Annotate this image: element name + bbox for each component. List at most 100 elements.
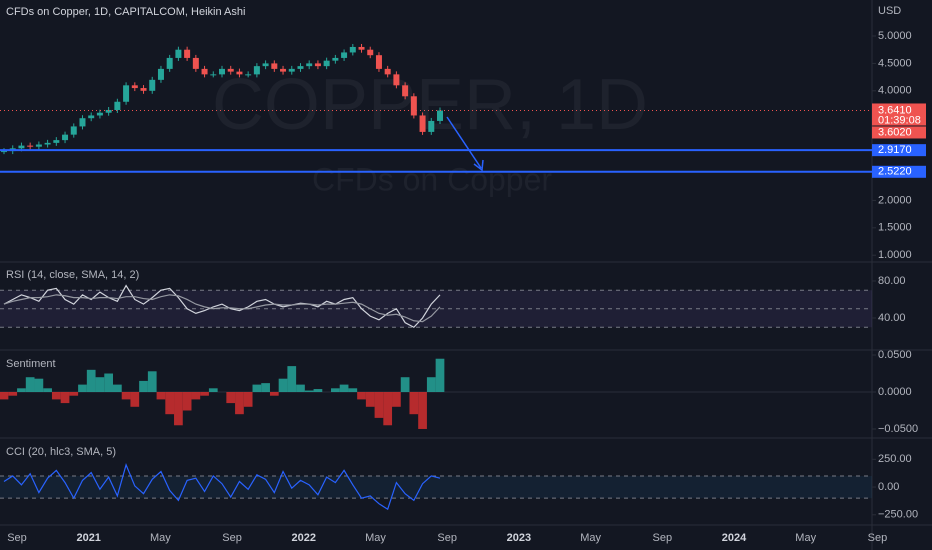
candle bbox=[114, 101, 121, 110]
area-column bbox=[426, 377, 436, 393]
candle bbox=[88, 115, 95, 119]
candle bbox=[419, 115, 426, 132]
drawn-arrow bbox=[446, 116, 482, 169]
area-column bbox=[130, 392, 140, 407]
line bbox=[3, 294, 441, 323]
area-column bbox=[78, 384, 87, 393]
candle bbox=[192, 57, 199, 69]
area-column bbox=[418, 392, 427, 429]
area-column bbox=[235, 392, 244, 415]
area-column bbox=[357, 392, 366, 400]
area-column bbox=[86, 369, 96, 393]
candle bbox=[18, 145, 25, 149]
pane-title: RSI (14, close, SMA, 14, 2) bbox=[6, 269, 139, 281]
y-tick-label: 5.0000 bbox=[878, 30, 912, 42]
candle bbox=[262, 63, 269, 67]
line bbox=[3, 463, 441, 511]
currency: USD bbox=[878, 5, 901, 17]
area-column bbox=[252, 384, 262, 393]
candle bbox=[314, 63, 321, 67]
area-column bbox=[43, 388, 52, 393]
time-label: Sep bbox=[222, 532, 242, 544]
area-column bbox=[374, 392, 384, 418]
y-tick-label: −250.00 bbox=[878, 509, 918, 521]
area-column bbox=[34, 378, 44, 393]
candle bbox=[341, 52, 348, 58]
area-column bbox=[365, 392, 375, 407]
last-price-label: 3.6410 bbox=[878, 104, 912, 116]
candle bbox=[375, 55, 382, 69]
y-tick-label: −0.0500 bbox=[878, 423, 918, 435]
y-tick-label: 1.5000 bbox=[878, 222, 912, 234]
candle bbox=[271, 63, 278, 69]
chart-title: CFDs on Copper, 1D, CAPITALCOM, Heikin A… bbox=[6, 6, 245, 18]
candle bbox=[288, 68, 295, 72]
y-tick-label: 250.00 bbox=[878, 453, 912, 465]
prev-close-box bbox=[872, 126, 926, 139]
candle bbox=[219, 68, 225, 75]
area-column bbox=[174, 392, 183, 426]
y-tick-label: 0.0000 bbox=[878, 386, 912, 398]
candle bbox=[297, 66, 304, 69]
prev-close-label: 3.6020 bbox=[878, 126, 912, 138]
candle bbox=[253, 66, 260, 75]
candle bbox=[227, 68, 234, 72]
time-label: May bbox=[365, 532, 386, 544]
watermark-sub: CFDs on Copper bbox=[312, 161, 552, 197]
area-column bbox=[435, 358, 445, 393]
time-label: May bbox=[580, 532, 601, 544]
candle bbox=[402, 85, 409, 97]
area-column bbox=[51, 392, 61, 400]
time-label: Sep bbox=[437, 532, 457, 544]
candle bbox=[437, 110, 443, 121]
time-label: Sep bbox=[653, 532, 673, 544]
candle bbox=[105, 109, 112, 113]
price-label-box bbox=[872, 165, 926, 178]
time-label: 2021 bbox=[76, 532, 100, 544]
candle bbox=[27, 145, 34, 147]
area-column bbox=[95, 377, 105, 393]
area-column bbox=[200, 392, 209, 396]
candle bbox=[280, 68, 287, 72]
candle bbox=[210, 74, 217, 76]
candle bbox=[367, 49, 374, 56]
price-label-box bbox=[872, 144, 926, 157]
time-label: 2024 bbox=[722, 532, 747, 544]
candle bbox=[166, 57, 173, 69]
candle bbox=[393, 74, 400, 86]
y-tick-label: 4.0000 bbox=[878, 85, 912, 97]
candle bbox=[62, 134, 69, 141]
area-column bbox=[139, 380, 148, 393]
y-tick-label: 1.0000 bbox=[878, 249, 912, 261]
area-column bbox=[25, 377, 35, 393]
countdown: 01:39:08 bbox=[878, 114, 921, 126]
time-label: Sep bbox=[7, 532, 27, 544]
candle bbox=[384, 68, 391, 75]
area-column bbox=[147, 371, 157, 393]
area-column bbox=[60, 392, 70, 404]
area-column bbox=[69, 392, 79, 396]
area-column bbox=[269, 392, 279, 396]
candle bbox=[131, 85, 138, 89]
candle bbox=[323, 60, 330, 67]
candle bbox=[1, 151, 7, 153]
area-column bbox=[392, 392, 401, 407]
candle bbox=[70, 126, 77, 135]
last-price-box bbox=[872, 103, 926, 126]
area-column bbox=[0, 392, 9, 400]
candle bbox=[149, 79, 156, 91]
candle bbox=[201, 68, 208, 75]
area-column bbox=[339, 384, 349, 393]
y-tick-label: 40.00 bbox=[878, 312, 906, 324]
candle bbox=[123, 85, 130, 102]
candle bbox=[428, 120, 435, 132]
candle bbox=[53, 140, 60, 143]
area-column bbox=[243, 392, 253, 407]
y-tick-label: 4.5000 bbox=[878, 57, 912, 69]
candle bbox=[410, 96, 417, 116]
price-label: 2.9170 bbox=[878, 144, 912, 156]
time-label: May bbox=[150, 532, 171, 544]
candle bbox=[175, 49, 182, 58]
price-label: 2.5220 bbox=[878, 166, 912, 178]
